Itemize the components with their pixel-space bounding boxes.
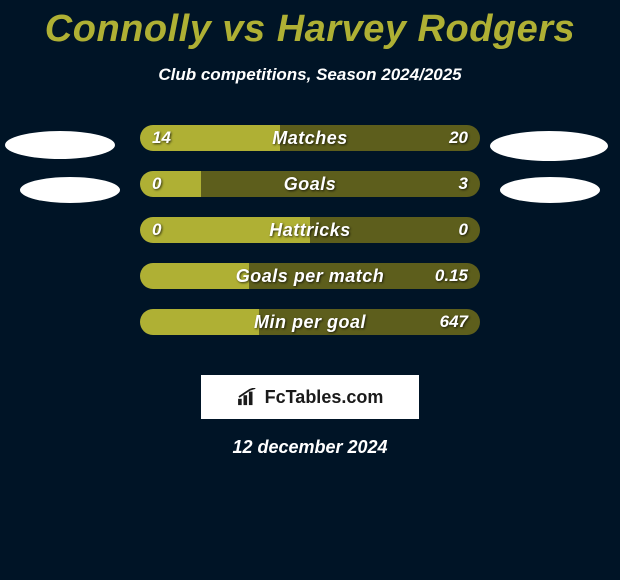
page-title: Connolly vs Harvey Rodgers <box>0 0 620 51</box>
player-disc-right <box>490 131 608 161</box>
metric-label: Hattricks <box>140 217 480 243</box>
player-disc-left <box>5 131 115 159</box>
metric-label: Goals <box>140 171 480 197</box>
footer-badge: FcTables.com <box>201 375 419 419</box>
metric-row: 0.15Goals per match <box>0 261 620 307</box>
metric-row: 1420Matches <box>0 123 620 169</box>
metric-label: Min per goal <box>140 309 480 335</box>
metric-row: 00Hattricks <box>0 215 620 261</box>
footer-brand-text: FcTables.com <box>265 387 384 408</box>
metric-row: 647Min per goal <box>0 307 620 353</box>
bar-chart-icon <box>237 388 259 406</box>
player-disc-right <box>500 177 600 203</box>
footer-date: 12 december 2024 <box>0 437 620 458</box>
page-subtitle: Club competitions, Season 2024/2025 <box>0 65 620 85</box>
metric-rows-container: 1420Matches03Goals00Hattricks0.15Goals p… <box>0 123 620 353</box>
metric-label: Goals per match <box>140 263 480 289</box>
metric-row: 03Goals <box>0 169 620 215</box>
player-disc-left <box>20 177 120 203</box>
metric-label: Matches <box>140 125 480 151</box>
